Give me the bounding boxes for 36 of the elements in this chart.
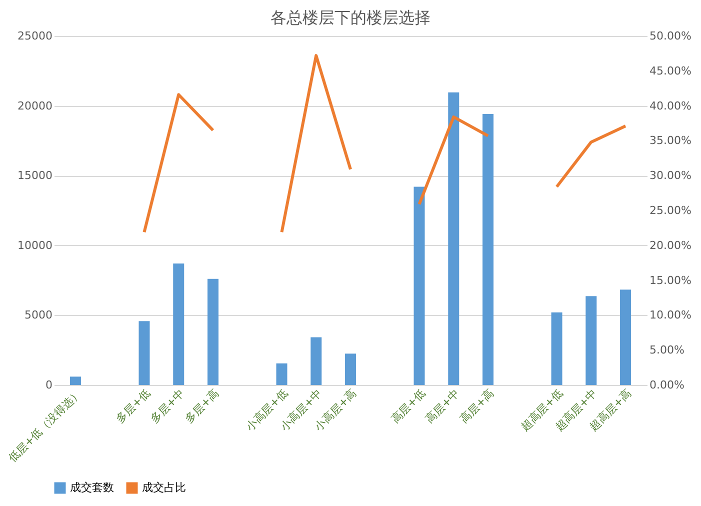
y2-tick-label: 35.00% xyxy=(650,134,692,148)
y-tick-label: 20000 xyxy=(18,99,52,112)
bar xyxy=(310,337,322,385)
x-tick-label: 多层+高 xyxy=(182,386,222,426)
bar xyxy=(173,264,184,385)
chart-title: 各总楼层下的楼层选择 xyxy=(270,8,430,27)
legend-label: 成交占比 xyxy=(142,481,186,494)
y2-tick-label: 50.00% xyxy=(650,30,692,42)
y2-tick-label: 20.00% xyxy=(650,238,692,252)
x-tick-label: 高层+高 xyxy=(457,386,496,426)
y-tick-label: 25000 xyxy=(18,30,52,42)
y-tick-label: 15000 xyxy=(18,169,52,182)
bar xyxy=(448,92,460,385)
legend-label: 成交套数 xyxy=(70,481,114,494)
bar xyxy=(586,296,597,385)
y-tick-label: 10000 xyxy=(18,238,52,252)
bar xyxy=(414,186,425,385)
y2-tick-label: 45.00% xyxy=(650,64,692,78)
y2-tick-label: 0.00% xyxy=(650,378,684,392)
x-tick-label: 多层+低 xyxy=(114,386,153,426)
y2-tick-label: 10.00% xyxy=(650,308,692,322)
y2-tick-label: 40.00% xyxy=(650,99,692,112)
bar xyxy=(482,114,494,385)
y2-tick-label: 30.00% xyxy=(650,169,692,182)
y2-tick-label: 15.00% xyxy=(650,274,692,287)
bar xyxy=(138,321,150,385)
bar xyxy=(620,290,632,385)
bar xyxy=(551,312,562,385)
y2-tick-label: 5.00% xyxy=(650,344,684,357)
y2-tick-label: 25.00% xyxy=(650,204,692,217)
bar xyxy=(276,363,288,385)
bar xyxy=(70,376,81,385)
y-tick-label: 5000 xyxy=(24,308,52,322)
bar xyxy=(345,354,356,385)
bar xyxy=(207,278,218,385)
y-tick-label: 0 xyxy=(46,378,52,392)
